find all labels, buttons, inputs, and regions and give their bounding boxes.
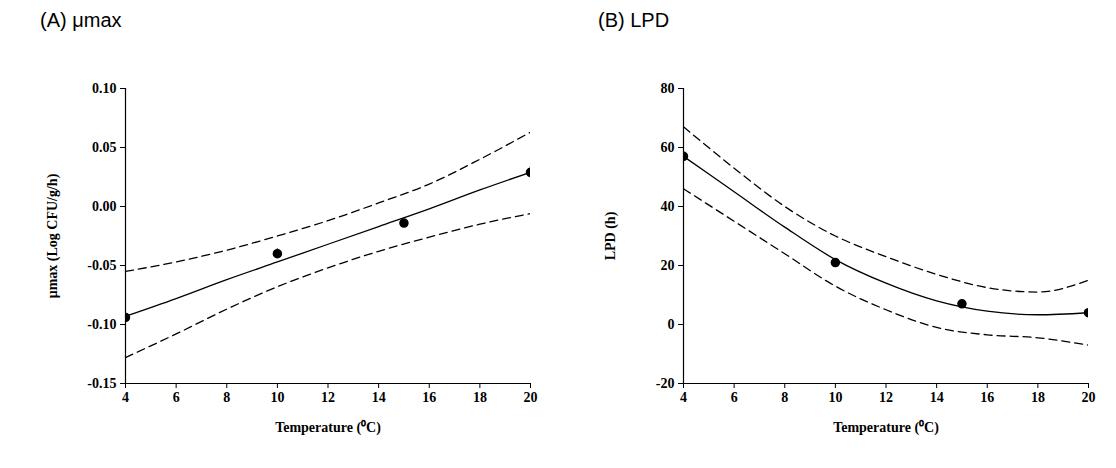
svg-text:-0.05: -0.05	[87, 258, 116, 273]
svg-text:20: 20	[1082, 390, 1096, 405]
svg-text:LPD (h): LPD (h)	[603, 211, 619, 260]
svg-text:80: 80	[661, 81, 675, 96]
svg-text:16: 16	[422, 390, 436, 405]
svg-text:14: 14	[372, 390, 386, 405]
svg-text:8: 8	[223, 390, 230, 405]
svg-text:10: 10	[270, 390, 284, 405]
svg-text:Temperature (⁰C): Temperature (⁰C)	[833, 419, 939, 436]
svg-text:12: 12	[879, 390, 893, 405]
svg-text:6: 6	[731, 390, 738, 405]
svg-text:-0.15: -0.15	[87, 376, 116, 391]
svg-text:Temperature (⁰C): Temperature (⁰C)	[275, 419, 381, 436]
svg-text:0: 0	[668, 317, 675, 332]
svg-text:0.10: 0.10	[92, 81, 117, 96]
svg-text:0.05: 0.05	[92, 140, 117, 155]
svg-text:16: 16	[980, 390, 994, 405]
svg-text:18: 18	[473, 390, 487, 405]
svg-text:-0.10: -0.10	[87, 317, 116, 332]
svg-text:6: 6	[173, 390, 180, 405]
svg-text:40: 40	[661, 199, 675, 214]
svg-text:10: 10	[828, 390, 842, 405]
svg-text:18: 18	[1031, 390, 1045, 405]
svg-text:12: 12	[321, 390, 335, 405]
svg-text:20: 20	[661, 258, 675, 273]
svg-text:μmax (Log CFU/g/h): μmax (Log CFU/g/h)	[45, 173, 61, 298]
svg-text:4: 4	[680, 390, 687, 405]
svg-text:4: 4	[122, 390, 129, 405]
html-text:(B) LPD: (B) LPD	[598, 9, 670, 31]
svg-text:0.00: 0.00	[92, 199, 117, 214]
svg-text:8: 8	[781, 390, 788, 405]
svg-text:-20: -20	[656, 376, 675, 391]
svg-text:60: 60	[661, 140, 675, 155]
svg-text:14: 14	[930, 390, 944, 405]
svg-text:20: 20	[524, 390, 538, 405]
html-text:(A) μmax: (A) μmax	[40, 9, 122, 31]
